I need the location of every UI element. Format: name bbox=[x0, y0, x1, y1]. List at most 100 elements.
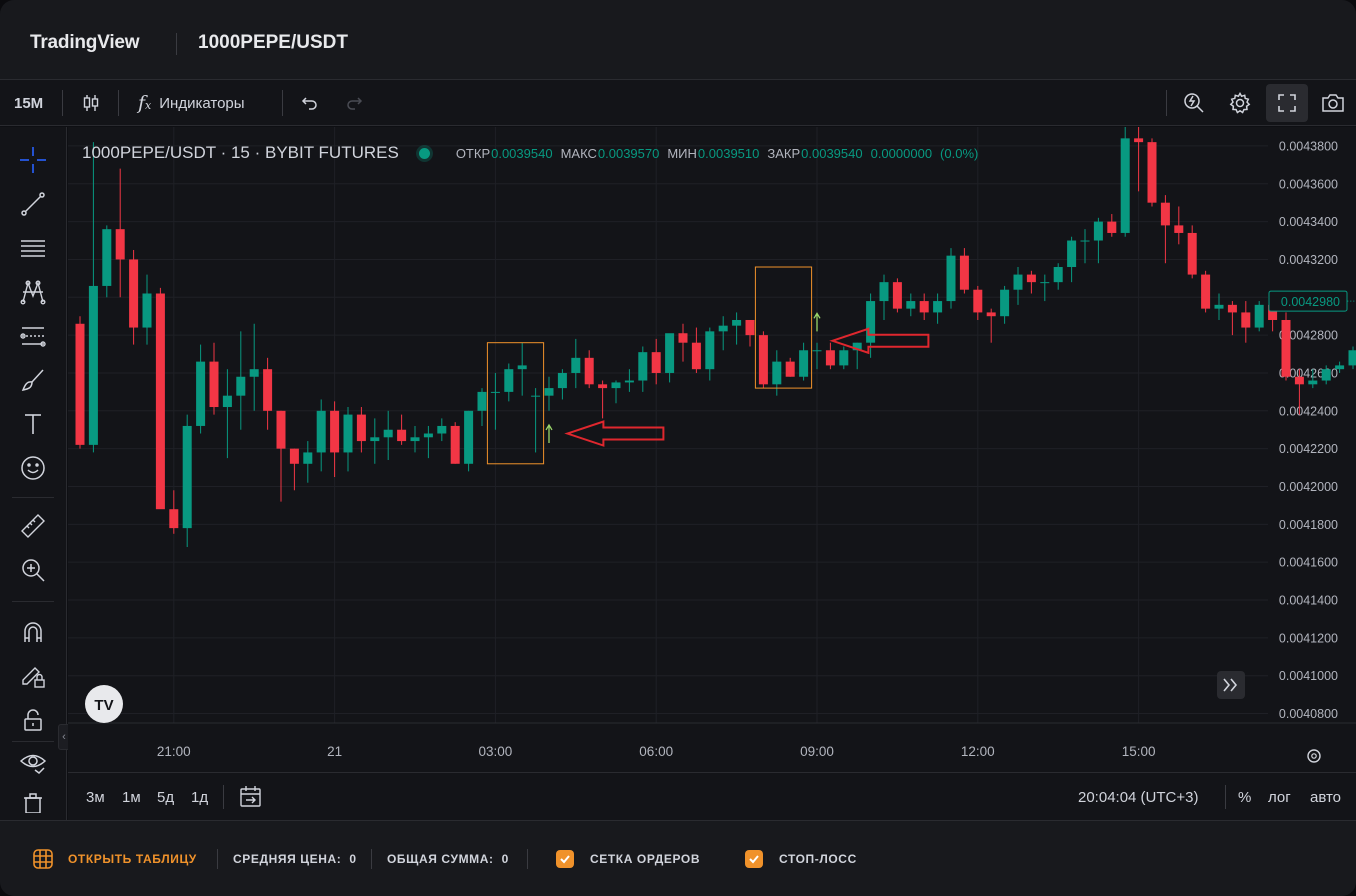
range-1m-button[interactable]: 1м bbox=[122, 788, 141, 806]
candle-body[interactable] bbox=[1321, 369, 1331, 381]
candle-body[interactable] bbox=[919, 301, 929, 313]
interval-button[interactable]: 15M bbox=[14, 94, 44, 112]
candle-body[interactable] bbox=[410, 437, 420, 442]
candle-body[interactable] bbox=[155, 293, 165, 510]
quick-search-button[interactable] bbox=[1182, 80, 1206, 126]
candle-body[interactable] bbox=[1080, 240, 1090, 242]
candle-body[interactable] bbox=[437, 425, 447, 434]
screenshot-button[interactable] bbox=[1320, 80, 1346, 126]
price-chart[interactable]: 0.0043800 0.0043600 0.0043400 0.0043200 0.00… bbox=[68, 117, 1356, 772]
legend-symbol[interactable]: 1000PEPE/USDT · 15 · BYBIT FUTURES bbox=[82, 143, 399, 162]
candle-body[interactable] bbox=[1013, 274, 1023, 290]
fullscreen-button[interactable] bbox=[1266, 84, 1308, 122]
candle-body[interactable] bbox=[638, 352, 648, 381]
indicators-button[interactable]: fx Индикаторы bbox=[138, 80, 245, 126]
candle-body[interactable] bbox=[705, 331, 715, 370]
candle-body[interactable] bbox=[276, 410, 286, 449]
candle-body[interactable] bbox=[624, 380, 634, 383]
zoom-tool[interactable] bbox=[16, 553, 50, 587]
candle-body[interactable] bbox=[718, 325, 728, 332]
candle-body[interactable] bbox=[839, 350, 849, 366]
candle-body[interactable] bbox=[1026, 274, 1036, 283]
candle-body[interactable] bbox=[115, 229, 125, 260]
candle-body[interactable] bbox=[665, 333, 675, 373]
candle-body[interactable] bbox=[973, 289, 983, 313]
candle-body[interactable] bbox=[785, 361, 795, 377]
scroll-to-latest-button[interactable] bbox=[1217, 671, 1245, 699]
candle-body[interactable] bbox=[289, 448, 299, 464]
candle-body[interactable] bbox=[852, 342, 862, 351]
candle-body[interactable] bbox=[772, 361, 782, 385]
candle-body[interactable] bbox=[1107, 221, 1117, 233]
candle-body[interactable] bbox=[879, 282, 889, 302]
measure-tool[interactable] bbox=[16, 509, 50, 543]
magnet-tool[interactable] bbox=[16, 615, 50, 649]
chart-type-button[interactable] bbox=[80, 80, 102, 126]
candle-body[interactable] bbox=[758, 335, 768, 385]
candle-body[interactable] bbox=[75, 323, 85, 445]
candle-body[interactable] bbox=[1268, 304, 1278, 320]
candle-body[interactable] bbox=[383, 429, 393, 438]
crosshair-tool[interactable] bbox=[16, 143, 50, 177]
candle-body[interactable] bbox=[196, 361, 206, 426]
candle-body[interactable] bbox=[745, 319, 755, 336]
horizontal-lines-tool[interactable] bbox=[16, 231, 50, 265]
candle-body[interactable] bbox=[1120, 138, 1130, 233]
candle-body[interactable] bbox=[504, 369, 514, 392]
candle-body[interactable] bbox=[1201, 274, 1211, 309]
candle-body[interactable] bbox=[933, 301, 943, 313]
text-tool[interactable] bbox=[16, 407, 50, 441]
candle-body[interactable] bbox=[1187, 232, 1197, 275]
settings-button[interactable] bbox=[1228, 80, 1252, 126]
candle-body[interactable] bbox=[1335, 365, 1345, 370]
candle-body[interactable] bbox=[1000, 289, 1010, 317]
candle-body[interactable] bbox=[732, 319, 742, 326]
candle-body[interactable] bbox=[1134, 138, 1144, 143]
range-5d-button[interactable]: 5д bbox=[157, 788, 175, 806]
stop-loss-toggle[interactable]: СТОП-ЛОСС bbox=[745, 849, 857, 869]
order-grid-toggle[interactable]: СЕТКА ОРДЕРОВ bbox=[556, 849, 700, 869]
candle-body[interactable] bbox=[343, 414, 353, 453]
delete-tool[interactable] bbox=[16, 791, 50, 813]
pattern-tool[interactable] bbox=[16, 275, 50, 309]
candle-body[interactable] bbox=[464, 410, 474, 464]
candle-body[interactable] bbox=[1040, 282, 1050, 284]
candle-body[interactable] bbox=[450, 425, 460, 464]
candle-body[interactable] bbox=[370, 437, 380, 442]
highlight-box[interactable] bbox=[486, 342, 545, 465]
candle-body[interactable] bbox=[1227, 304, 1237, 313]
callout-arrow[interactable] bbox=[564, 420, 665, 447]
callout-arrow[interactable] bbox=[829, 327, 930, 355]
candle-body[interactable] bbox=[1241, 312, 1251, 328]
brush-tool[interactable] bbox=[16, 363, 50, 397]
candle-body[interactable] bbox=[892, 282, 902, 309]
candle-body[interactable] bbox=[249, 369, 259, 377]
candle-body[interactable] bbox=[946, 255, 956, 302]
percent-scale-toggle[interactable]: % bbox=[1238, 788, 1252, 806]
candle-body[interactable] bbox=[316, 410, 326, 453]
candle-body[interactable] bbox=[531, 395, 541, 397]
go-to-date-button[interactable] bbox=[238, 773, 264, 821]
candle-body[interactable] bbox=[169, 509, 179, 529]
candle-body[interactable] bbox=[1174, 225, 1184, 233]
candle-body[interactable] bbox=[906, 301, 916, 309]
range-1d-button[interactable]: 1д bbox=[191, 788, 209, 806]
candle-body[interactable] bbox=[236, 376, 246, 396]
candle-body[interactable] bbox=[102, 229, 112, 286]
undo-button[interactable] bbox=[300, 80, 320, 126]
highlight-box[interactable] bbox=[754, 266, 813, 389]
candle-body[interactable] bbox=[1254, 304, 1264, 328]
symbol-title[interactable]: 1000PEPE/USDT bbox=[198, 32, 348, 53]
trend-line-tool[interactable] bbox=[16, 187, 50, 221]
lock-drawings-tool[interactable] bbox=[16, 659, 50, 693]
log-scale-toggle[interactable]: лог bbox=[1268, 788, 1291, 806]
candle-body[interactable] bbox=[959, 255, 969, 290]
candle-body[interactable] bbox=[866, 301, 876, 343]
candle-body[interactable] bbox=[129, 259, 139, 328]
candle-body[interactable] bbox=[825, 350, 835, 366]
auto-scale-toggle[interactable]: авто bbox=[1310, 788, 1342, 806]
stop-loss-checkbox[interactable] bbox=[745, 850, 763, 868]
candle-body[interactable] bbox=[611, 382, 621, 389]
range-3m-button[interactable]: 3м bbox=[86, 788, 105, 806]
candle-body[interactable] bbox=[598, 384, 608, 389]
